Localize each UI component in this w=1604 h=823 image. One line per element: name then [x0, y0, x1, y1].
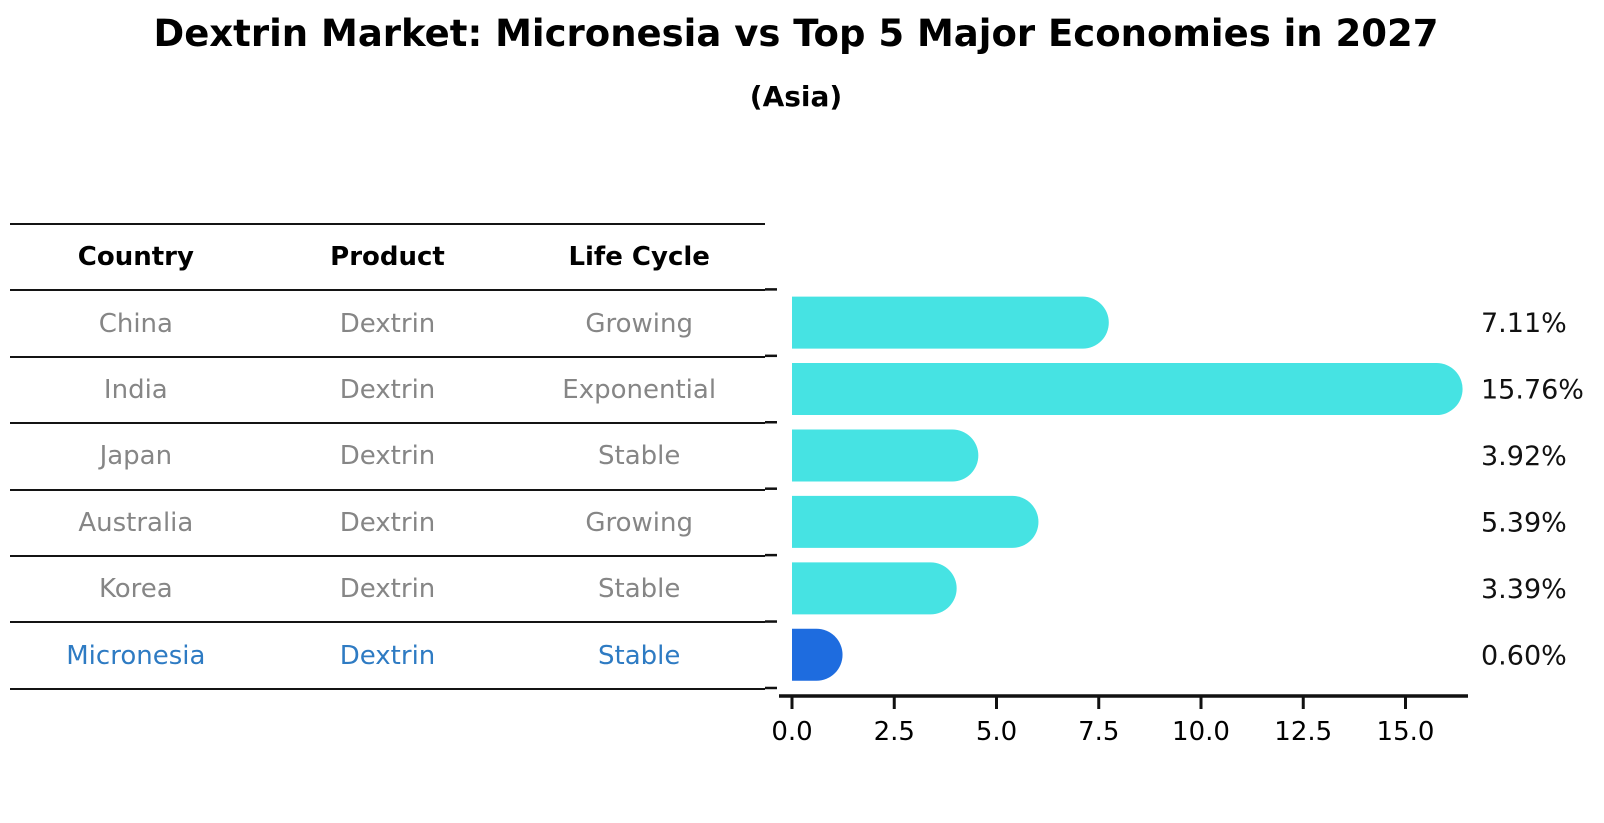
table-row-china: China Dextrin Growing [10, 289, 765, 355]
chart-subtitle: (Asia) [749, 80, 843, 113]
cell-product: Dextrin [339, 574, 436, 605]
country-table: Country Product Life Cycle China Dextrin G… [10, 223, 765, 690]
bar-micronesia [792, 628, 843, 681]
cell-product: Dextrin [339, 308, 436, 339]
cell-country: India [103, 374, 168, 405]
cell-country: Korea [98, 574, 173, 605]
cell-life-cycle: Exponential [562, 374, 717, 405]
bar-india [792, 363, 1463, 416]
bar-australia [792, 495, 1039, 548]
x-tick-label: 5.0 [976, 717, 1017, 747]
bar-value-label: 5.39% [1481, 507, 1567, 538]
bar-value-label: 0.60% [1481, 640, 1567, 671]
cell-product: Dextrin [339, 507, 436, 538]
cell-country: Australia [78, 507, 194, 538]
cell-life-cycle: Stable [598, 640, 681, 671]
bar-value-label: 3.39% [1481, 574, 1567, 605]
table-row-japan: Japan Dextrin Stable [10, 422, 765, 488]
x-tick-label: 2.5 [874, 717, 915, 747]
bar-value-label: 7.11% [1481, 308, 1567, 339]
x-tick-label: 12.5 [1274, 717, 1332, 747]
cell-country: China [98, 308, 173, 339]
bar-korea [792, 562, 957, 615]
x-tick-label: 0.0 [771, 717, 812, 747]
cell-life-cycle: Growing [585, 308, 693, 339]
table-row-korea: Korea Dextrin Stable [10, 554, 765, 621]
cell-product: Dextrin [339, 640, 436, 671]
cell-product: Dextrin [339, 374, 436, 405]
table-header-row: Country Product Life Cycle [10, 223, 765, 289]
table-row-micronesia: Micronesia Dextrin Stable [10, 621, 765, 687]
cell-country: Japan [99, 441, 173, 472]
table-row-india: India Dextrin Exponential [10, 355, 765, 422]
x-tick-label: 7.5 [1078, 717, 1119, 747]
bar-value-label: 15.76% [1481, 375, 1584, 406]
cell-product: Dextrin [339, 441, 436, 472]
bar-value-label: 3.92% [1481, 441, 1567, 472]
column-header-life-cycle: Life Cycle [568, 242, 710, 273]
cell-life-cycle: Growing [585, 507, 693, 538]
bar-chart: 7.11% 15.76% 3.92% 5.39% 3.39% 0.60% 0.0 2.5 5.0… [765, 288, 1584, 747]
cell-life-cycle: Stable [598, 574, 681, 605]
chart-title: Dextrin Market: Micronesia vs Top 5 Majo… [153, 12, 1439, 55]
table-row-australia: Australia Dextrin Growing [10, 488, 765, 555]
cell-life-cycle: Stable [598, 441, 681, 472]
x-tick-label: 15.0 [1377, 717, 1435, 747]
bar-china [792, 296, 1109, 349]
column-header-country: Country [77, 242, 194, 273]
cell-country: Micronesia [66, 640, 206, 671]
column-header-product: Product [330, 242, 445, 273]
bar-japan [792, 429, 979, 482]
x-tick-label: 10.0 [1172, 717, 1230, 747]
